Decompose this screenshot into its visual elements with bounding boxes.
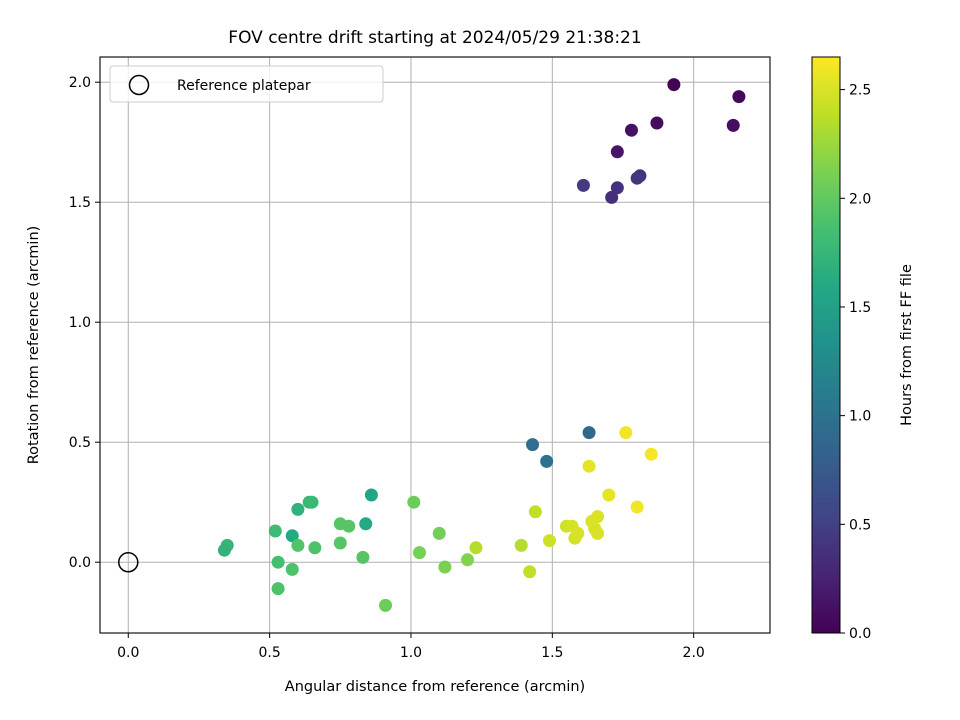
colorbar-tick-label: 2.0 (849, 191, 871, 207)
data-point (619, 426, 633, 440)
data-point (630, 500, 644, 514)
data-point (469, 541, 483, 555)
data-point (624, 123, 638, 137)
x-tick-label: 0.5 (258, 645, 280, 661)
data-point (379, 598, 393, 612)
data-point (305, 495, 319, 509)
y-tick-label: 0.5 (69, 435, 91, 451)
data-point (582, 426, 596, 440)
data-point (726, 118, 740, 132)
data-point (576, 178, 590, 192)
data-point (602, 488, 616, 502)
axis-ticks: 0.0 0.5 1.0 1.5 2.0 0.0 0.5 1.0 1.5 2.0 (69, 75, 705, 661)
data-point (667, 78, 681, 92)
data-points (118, 78, 746, 612)
colorbar-ticks: 0.0 0.5 1.0 1.5 2.0 2.5 (840, 83, 871, 642)
data-point (359, 517, 373, 531)
y-tick-label: 1.0 (69, 315, 91, 331)
data-point (540, 454, 554, 468)
colorbar-label: Hours from first FF file (899, 264, 915, 426)
data-point (605, 190, 619, 204)
data-point (526, 438, 540, 452)
legend-box (109, 65, 384, 103)
plot-area-frame (99, 56, 771, 634)
data-point (630, 171, 644, 185)
legend-label: Reference platepar (177, 78, 311, 94)
data-point (610, 181, 624, 195)
data-point (461, 553, 475, 567)
data-point (644, 447, 658, 461)
data-point (514, 538, 528, 552)
data-point (291, 538, 305, 552)
x-tick-label: 1.0 (400, 645, 422, 661)
data-point (333, 536, 347, 550)
data-point (582, 459, 596, 473)
data-point (308, 541, 322, 555)
data-point (285, 562, 299, 576)
data-point (528, 505, 542, 519)
data-point (271, 555, 285, 569)
colorbar-tick-label: 0.0 (849, 626, 871, 642)
data-point (571, 526, 585, 540)
data-point (732, 90, 746, 104)
data-point (268, 524, 282, 538)
data-point (342, 519, 356, 533)
legend: Reference platepar (109, 65, 384, 103)
colorbar-tick-label: 1.0 (849, 409, 871, 425)
data-point (217, 543, 231, 557)
colorbar-tick-label: 0.5 (849, 517, 871, 533)
legend-reference-marker (128, 74, 150, 96)
data-point (542, 534, 556, 548)
y-tick-label: 0.0 (69, 555, 91, 571)
data-point (285, 529, 299, 543)
colorbar-tick-label: 1.5 (849, 300, 871, 316)
reference-platepar-marker (118, 551, 139, 573)
data-point (291, 502, 305, 516)
data-point (438, 560, 452, 574)
data-point (523, 565, 537, 579)
data-point (356, 550, 370, 564)
y-axis-label: Rotation from reference (arcmin) (26, 226, 42, 465)
colorbar-gradient (811, 56, 841, 634)
grid-lines (100, 57, 770, 633)
colorbar: 0.0 0.5 1.0 1.5 2.0 2.5 Hours from first FF f… (811, 56, 915, 642)
chart-title: FOV centre drift starting at 2024/05/29 … (228, 28, 641, 48)
x-tick-label: 0.0 (117, 645, 139, 661)
data-point (271, 582, 285, 596)
y-tick-label: 1.5 (69, 195, 91, 211)
colorbar-tick-label: 2.5 (849, 83, 871, 99)
x-axis-label: Angular distance from reference (arcmin) (285, 679, 585, 695)
data-point (650, 116, 664, 130)
data-point (432, 526, 446, 540)
data-point (364, 488, 378, 502)
x-tick-label: 2.0 (683, 645, 705, 661)
data-point (412, 546, 426, 560)
data-point (591, 526, 605, 540)
data-point (610, 145, 624, 159)
y-tick-label: 2.0 (69, 75, 91, 91)
data-point (407, 495, 421, 509)
data-point (591, 510, 605, 524)
x-tick-label: 1.5 (541, 645, 563, 661)
